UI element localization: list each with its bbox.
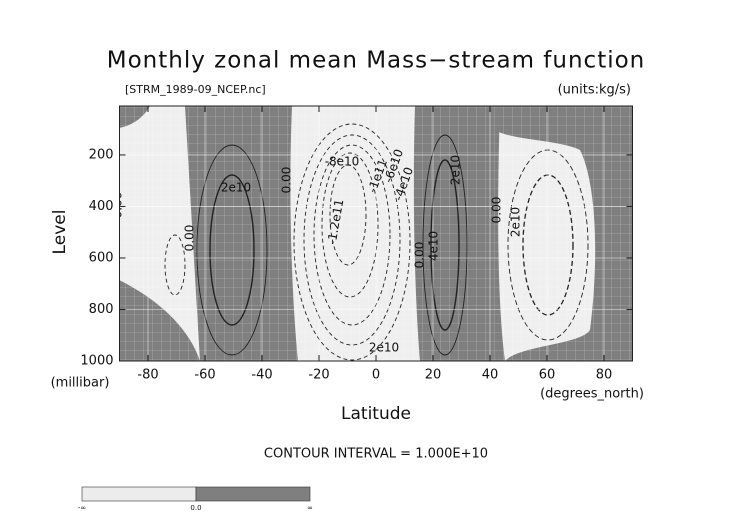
colorbar: -∞ 0.0 ∞ xyxy=(78,486,313,512)
contour xyxy=(209,174,255,326)
colorbar-label: -∞ xyxy=(78,504,86,512)
subtitle: [STRM_1989-09_NCEP.nc] xyxy=(125,83,266,96)
x-tick-label: -40 xyxy=(251,368,272,383)
contour xyxy=(430,159,460,331)
contour-label: 0.00 xyxy=(413,242,427,269)
contour-label: 2e10 xyxy=(221,181,251,195)
y-tick-label: 600 xyxy=(89,250,114,265)
contour-label: 0.00 xyxy=(490,197,504,224)
x-axis-unit: (degrees_north) xyxy=(540,387,644,402)
y-axis-unit: (millibar) xyxy=(51,376,110,391)
contour-label: 4e10 xyxy=(427,231,441,261)
x-tick-label: 40 xyxy=(482,368,499,383)
x-tick-label: 0 xyxy=(372,368,380,383)
contour xyxy=(507,149,589,341)
contour-label: 2e10 xyxy=(369,341,399,355)
colorbar-label: 0.0 xyxy=(190,504,201,512)
y-tick-label: 400 xyxy=(89,199,114,214)
contour xyxy=(293,123,411,361)
x-tick-label: 80 xyxy=(596,368,613,383)
colorbar-negative xyxy=(81,486,197,502)
contour xyxy=(522,174,574,316)
x-tick-label: 20 xyxy=(425,368,442,383)
contours xyxy=(164,123,589,361)
y-tick-label: 800 xyxy=(89,302,114,317)
colorbar-label: ∞ xyxy=(307,504,313,512)
y-tick-label: 1000 xyxy=(80,354,113,369)
contour xyxy=(303,134,401,346)
contour-label: 2e10 xyxy=(449,155,463,185)
units: (units:kg/s) xyxy=(558,83,631,98)
contour xyxy=(422,134,468,356)
contour-label: 0.00 xyxy=(111,192,125,219)
x-tick-label: -60 xyxy=(194,368,215,383)
contour xyxy=(164,234,186,296)
contour xyxy=(196,144,268,356)
y-axis-label: Level xyxy=(50,210,70,255)
contour xyxy=(321,152,379,298)
footer: CONTOUR INTERVAL = 1.000E+10 xyxy=(264,447,488,462)
x-tick-label: 60 xyxy=(539,368,556,383)
contour-label: -8e10 xyxy=(325,155,360,169)
x-tick-label: -80 xyxy=(137,368,158,383)
x-axis-label: Latitude xyxy=(341,404,411,424)
contour-label: 2e10 xyxy=(509,207,523,237)
contour xyxy=(329,164,367,266)
x-tick-label: -20 xyxy=(308,368,329,383)
chart-title: Monthly zonal mean Mass−stream function xyxy=(107,48,646,74)
y-tick-label: 200 xyxy=(89,147,114,162)
contour-label: 0.00 xyxy=(280,167,294,194)
contour xyxy=(313,144,391,326)
contour-label: 0.00 xyxy=(183,225,197,252)
colorbar-positive xyxy=(195,486,311,502)
